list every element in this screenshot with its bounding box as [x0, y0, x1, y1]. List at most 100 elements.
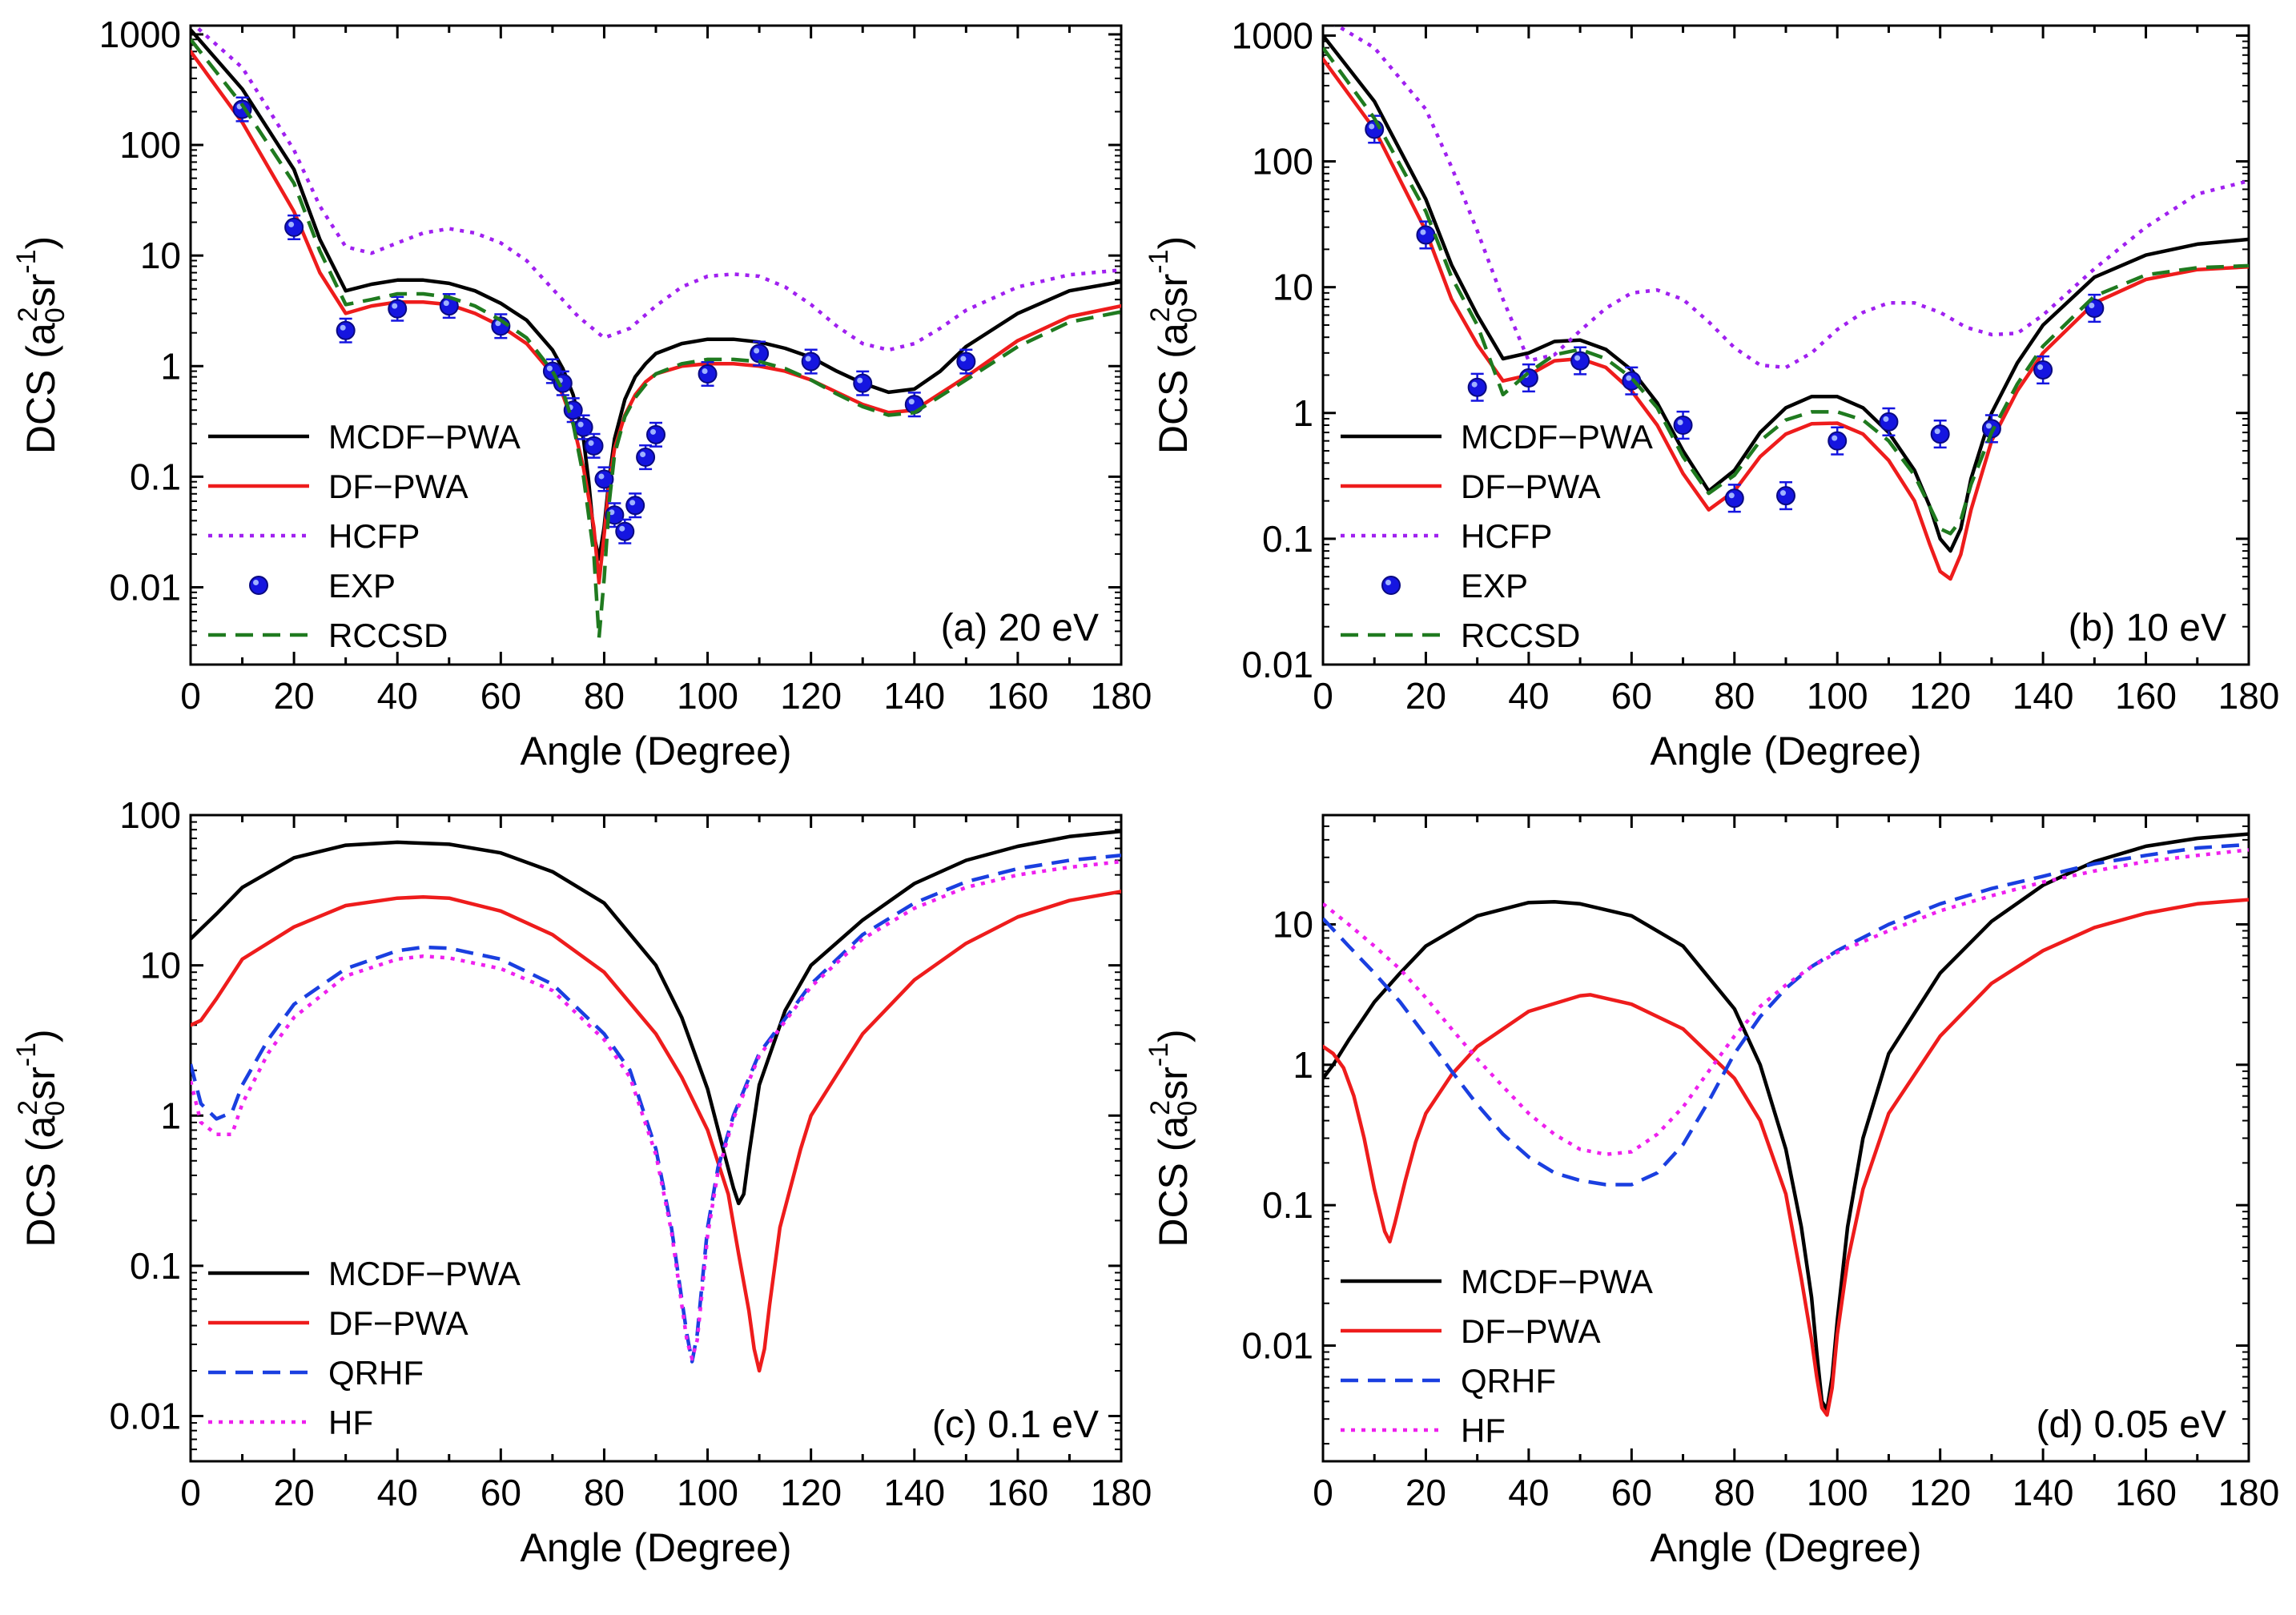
data-point-highlight: [1832, 435, 1838, 441]
y-tick-label: 1: [160, 1095, 181, 1136]
x-tick-label: 160: [987, 675, 1049, 717]
x-tick-label: 160: [2115, 1472, 2177, 1513]
series-mcdf-pwa-line: [191, 829, 1121, 1206]
x-tick-label: 140: [2013, 1472, 2074, 1513]
legend-item: MCDF−PWA: [208, 1255, 521, 1292]
y-tick-label: 0.1: [130, 1245, 181, 1287]
y-axis-title-part: sr: [1151, 1067, 1196, 1100]
legend-label: RCCSD: [1461, 617, 1580, 654]
y-axis-title: DCS (a02sr-1): [1144, 1029, 1203, 1247]
data-point-highlight: [1728, 492, 1735, 499]
x-tick-label: 140: [883, 675, 945, 717]
series-group: [1323, 832, 2249, 1417]
x-tick-label: 80: [1714, 1472, 1755, 1513]
data-point-highlight: [650, 428, 656, 435]
legend-item: DF−PWA: [208, 468, 468, 505]
x-tick-label: 20: [274, 675, 315, 717]
series-hcfp-line: [192, 26, 1121, 352]
data-point-highlight: [2089, 302, 2095, 308]
data-point-highlight: [702, 368, 708, 375]
x-tick-label: 100: [677, 1472, 738, 1513]
y-tick-label: 1: [160, 345, 181, 387]
x-tick-label: 140: [2013, 675, 2074, 717]
legend-label: HCFP: [1461, 517, 1552, 555]
data-point-highlight: [908, 399, 915, 405]
y-axis-title-part: 2: [1145, 307, 1176, 322]
y-axis-title-part: sr: [18, 1067, 63, 1100]
legend-item: HCFP: [208, 517, 420, 555]
data-point: [1776, 486, 1795, 506]
x-tick-label: 40: [377, 1472, 418, 1513]
series-rccsd-line: [1323, 46, 2249, 536]
x-tick-label: 180: [2218, 675, 2280, 717]
y-axis-title-part: ): [18, 236, 63, 250]
series-qrhf-line: [1323, 842, 2249, 1187]
legend-label: HF: [328, 1404, 373, 1441]
data-point-highlight: [598, 473, 605, 480]
x-axis-title: Angle (Degree): [1650, 1525, 1921, 1570]
legend-marker: [1381, 576, 1401, 595]
series-group: [191, 26, 1121, 640]
legend-item: QRHF: [1341, 1362, 1556, 1400]
x-tick-label: 20: [274, 1472, 315, 1513]
y-axis-title: DCS (a02sr-1): [11, 236, 70, 454]
y-tick-label: 1000: [99, 14, 181, 55]
data-point: [956, 352, 976, 372]
y-axis-title: DCS (a02sr-1): [11, 1029, 70, 1247]
x-tick-label: 180: [1091, 675, 1152, 717]
data-point-highlight: [1369, 123, 1375, 130]
y-tick-label: 10: [1273, 903, 1313, 945]
y-axis-title-part: sr: [1151, 274, 1196, 307]
y-tick-label: 0.1: [1262, 518, 1313, 560]
legend-label: MCDF−PWA: [1461, 1263, 1653, 1300]
x-tick-label: 80: [584, 1472, 625, 1513]
x-tick-label: 40: [1508, 675, 1549, 717]
legend-label: QRHF: [1461, 1362, 1556, 1400]
data-point-highlight: [392, 303, 398, 309]
y-tick-label: 100: [119, 124, 181, 166]
legend-item: RCCSD: [1341, 617, 1580, 654]
x-tick-label: 0: [1313, 1472, 1333, 1513]
panel-label: (c) 0.1 eV: [932, 1404, 1099, 1446]
legend-label: DF−PWA: [328, 468, 468, 505]
legend-item: MCDF−PWA: [1341, 418, 1653, 456]
data-point: [388, 299, 408, 319]
legend: MCDF−PWA DF−PWA HCFP EXP RCCSD: [208, 418, 521, 654]
legend-label: DF−PWA: [328, 1304, 468, 1342]
y-tick-label: 1000: [1232, 14, 1313, 56]
x-tick-label: 0: [180, 675, 201, 717]
y-axis-title-part: 2: [13, 1100, 43, 1115]
data-point: [1930, 424, 1950, 444]
data-point: [853, 373, 873, 393]
series-rccsd-line: [191, 38, 1121, 640]
data-point-highlight: [577, 421, 584, 428]
data-point: [750, 343, 770, 364]
y-axis-title-part: 0: [1172, 307, 1203, 323]
y-axis-title-part: -1: [1144, 250, 1174, 274]
data-point-highlight: [1626, 375, 1632, 381]
panel-a: 0 20 40 60 80 100 120 140 160 1800.010.1110100100…: [11, 14, 1152, 773]
legend-label: HF: [1461, 1412, 1506, 1449]
legend-item: HCFP: [1341, 517, 1552, 555]
data-point: [1828, 431, 1848, 451]
series-df-pwa-line: [191, 890, 1121, 1373]
panel-label: (b) 10 eV: [2069, 607, 2226, 649]
data-point: [336, 320, 356, 340]
data-point-highlight: [1780, 490, 1786, 496]
data-point-highlight: [588, 440, 594, 446]
panel-c: 0 20 40 60 80 100 120 140 160 1800.010.1110100Ang…: [11, 794, 1152, 1570]
data-point-highlight: [640, 452, 646, 458]
y-tick-label: 10: [140, 945, 181, 986]
y-axis-title-part: ): [1151, 236, 1196, 250]
x-axis-title: Angle (Degree): [520, 1525, 791, 1570]
legend-item: DF−PWA: [1341, 1312, 1601, 1350]
y-axis-title-part: ): [1151, 1029, 1196, 1043]
panel-d: 0 20 40 60 80 100 120 140 160 1800.010.1110Angle …: [1144, 814, 2279, 1570]
series-mcdf-pwa-line: [1323, 832, 2249, 1412]
data-point: [801, 352, 821, 372]
y-axis-title: DCS (a02sr-1): [1144, 236, 1203, 454]
legend-label: MCDF−PWA: [328, 418, 521, 456]
y-axis-title-part: DCS (a: [1151, 323, 1196, 454]
x-tick-label: 60: [1611, 1472, 1652, 1513]
